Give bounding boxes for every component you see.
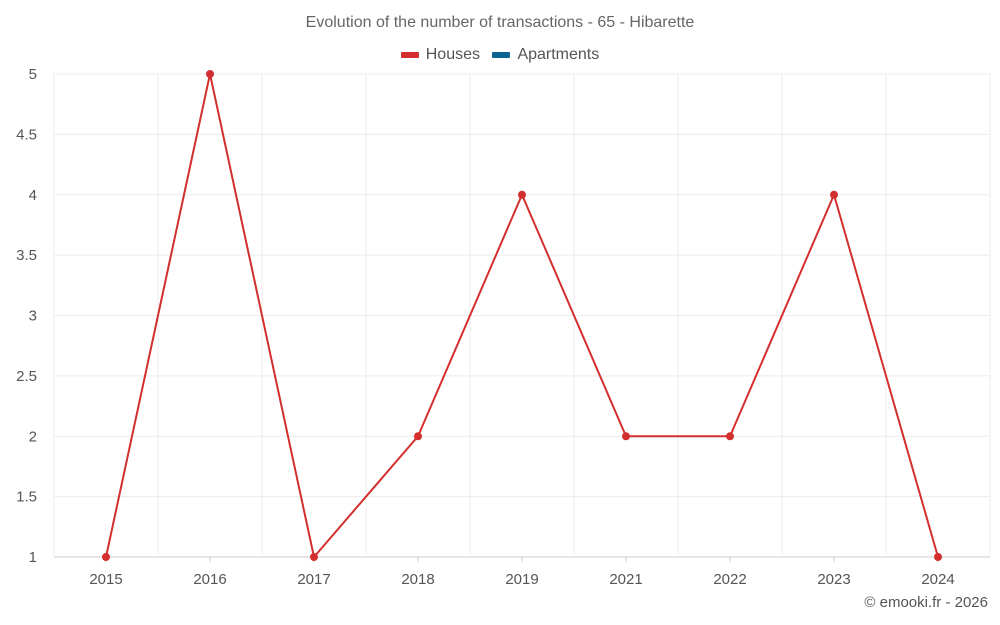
x-tick-label: 2019 [505,571,538,588]
data-point[interactable] [934,553,942,561]
x-tick-label: 2015 [89,571,122,588]
legend-swatch-houses [400,52,419,58]
y-tick-label: 2 [29,428,37,445]
legend: Houses Apartments [0,45,1000,64]
y-tick-label: 2.5 [16,368,37,385]
x-tick-label: 2024 [921,571,954,588]
data-point[interactable] [206,70,214,78]
y-tick-label: 5 [29,66,37,83]
legend-item-houses[interactable]: Houses [400,46,480,64]
y-tick-label: 4 [29,187,37,204]
y-tick-label: 3 [29,308,37,325]
y-tick-label: 1.5 [16,489,37,506]
data-point[interactable] [102,553,110,561]
data-point[interactable] [310,553,318,561]
x-tick-label: 2023 [817,571,850,588]
x-tick-label: 2021 [609,571,642,588]
x-tick-label: 2016 [193,571,226,588]
y-tick-label: 1 [29,549,37,566]
data-point[interactable] [518,190,526,199]
credit-text: © emooki.fr - 2026 [864,594,988,611]
x-tick-label: 2018 [401,571,434,588]
legend-item-apartments[interactable]: Apartments [492,46,599,64]
data-point[interactable] [726,432,734,441]
data-point[interactable] [622,432,630,441]
legend-label-houses: Houses [425,46,480,63]
y-tick-label: 4.5 [16,126,37,143]
legend-swatch-apartments [492,52,511,58]
y-tick-label: 3.5 [16,247,37,264]
chart-title: Evolution of the number of transactions … [305,14,695,31]
x-tick-label: 2017 [297,571,330,588]
data-point[interactable] [830,190,838,199]
legend-label-apartments: Apartments [517,46,600,63]
data-point[interactable] [414,432,422,441]
x-tick-label: 2022 [713,571,746,588]
